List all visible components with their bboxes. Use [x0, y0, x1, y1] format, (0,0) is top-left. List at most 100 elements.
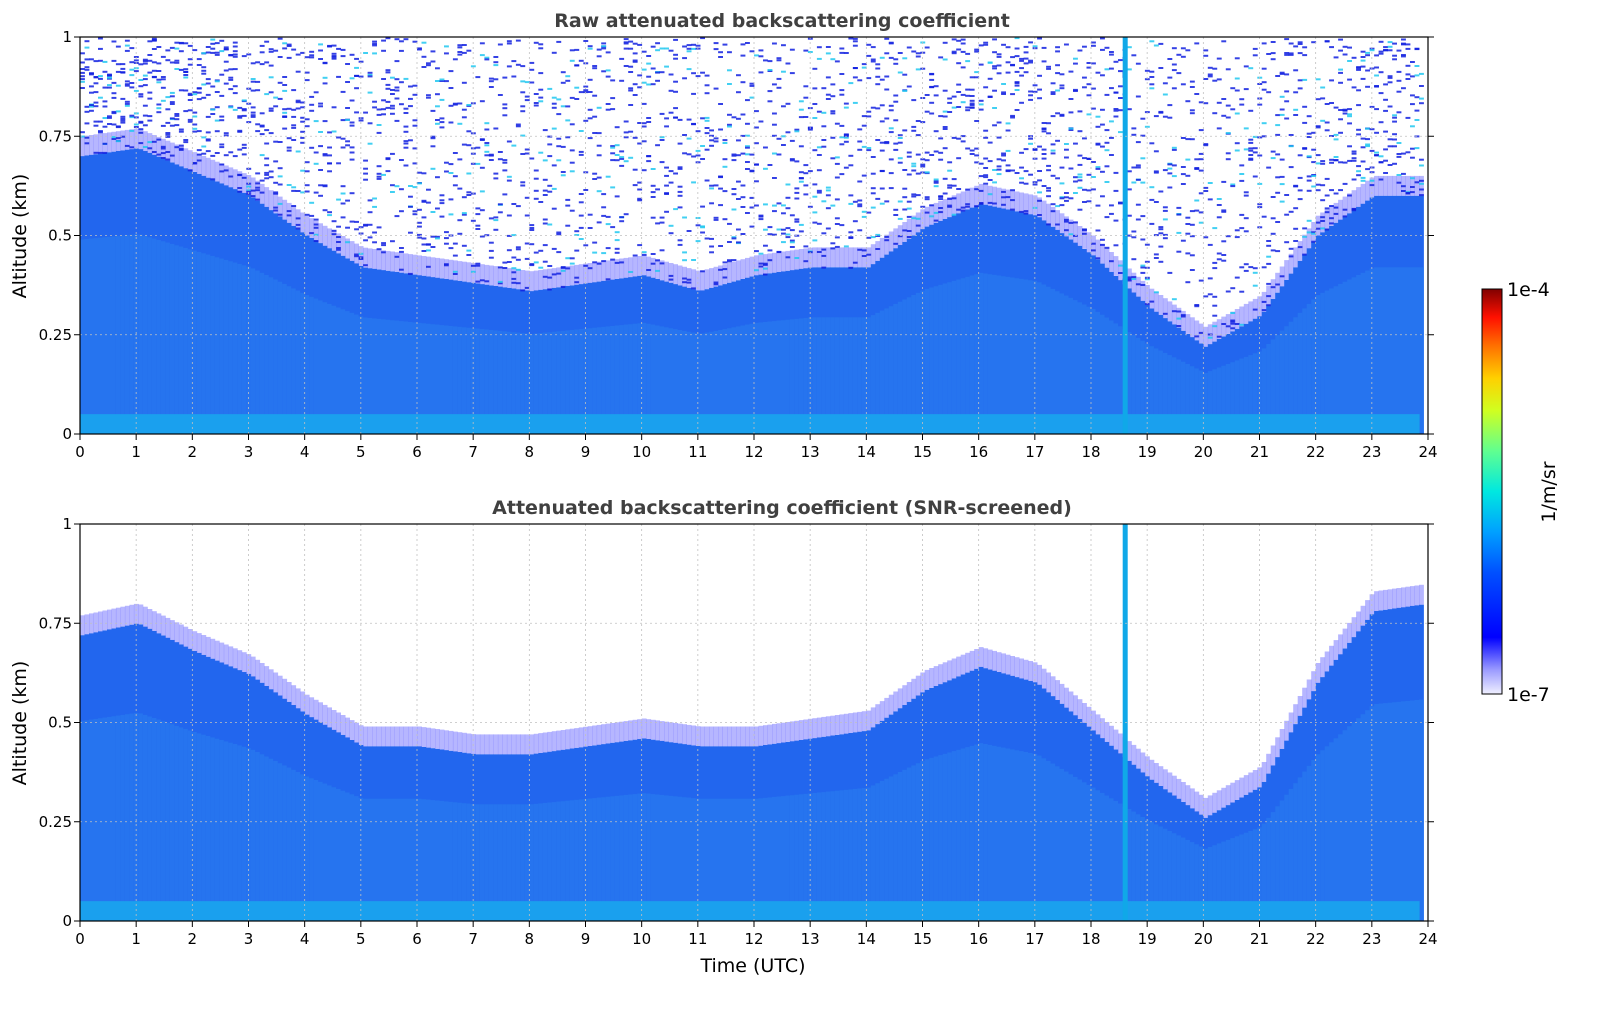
noise-speck — [605, 278, 611, 281]
aerosol-core — [385, 319, 391, 434]
noise-speck — [264, 164, 270, 167]
noise-speck — [457, 44, 463, 47]
noise-speck — [709, 187, 714, 190]
noise-speck — [205, 138, 211, 141]
transition-band — [408, 726, 413, 747]
transition-band — [1378, 590, 1384, 611]
noise-speck — [493, 228, 499, 231]
noise-speck — [1419, 164, 1424, 167]
noise-speck — [192, 130, 198, 133]
noise-speck — [1252, 175, 1258, 178]
noise-speck — [421, 199, 427, 202]
aerosol-core — [1014, 278, 1020, 434]
noise-speck — [704, 127, 710, 129]
transition-band — [277, 196, 283, 217]
noise-speck — [911, 193, 917, 196]
transition-band — [718, 265, 723, 286]
noise-speck — [551, 127, 557, 130]
aerosol-core — [493, 804, 499, 921]
x-tick-label: 9 — [581, 443, 591, 461]
noise-speck — [709, 184, 714, 187]
noise-speck — [349, 124, 355, 127]
aerosol-core — [1234, 360, 1240, 434]
noise-speck — [452, 270, 458, 273]
noise-speck — [673, 38, 678, 41]
noise-speck — [399, 40, 404, 43]
noise-speck — [574, 281, 580, 284]
noise-speck — [354, 74, 359, 77]
noise-speck — [1194, 167, 1200, 169]
transition-band — [911, 215, 917, 236]
noise-speck — [403, 146, 409, 149]
aerosol-core — [417, 322, 422, 434]
noise-speck — [1401, 54, 1406, 56]
noise-speck — [956, 106, 962, 108]
noise-speck — [875, 248, 881, 250]
noise-speck — [1055, 205, 1060, 208]
noise-speck — [551, 247, 557, 250]
noise-speck — [1212, 304, 1218, 307]
x-tick-label: 6 — [412, 443, 422, 461]
transition-band — [664, 721, 669, 742]
transition-band — [461, 732, 467, 753]
noise-speck — [84, 66, 90, 69]
transition-band — [439, 729, 445, 750]
noise-speck — [1405, 64, 1411, 67]
noise-speck — [776, 86, 782, 89]
noise-speck — [960, 38, 966, 41]
noise-speck — [749, 225, 755, 228]
aerosol-core — [542, 802, 548, 921]
noise-speck — [1198, 221, 1204, 224]
noise-speck — [291, 108, 297, 111]
noise-speck — [318, 145, 323, 148]
noise-speck — [169, 117, 175, 120]
noise-speck — [408, 105, 413, 108]
noise-speck — [704, 179, 710, 182]
noise-speck — [996, 64, 1002, 67]
noise-speck — [677, 194, 683, 197]
transition-band — [659, 721, 665, 741]
noise-speck — [232, 108, 238, 111]
aerosol-core — [268, 277, 274, 434]
noise-speck — [228, 78, 234, 81]
noise-speck — [277, 81, 283, 84]
aerosol-core — [1405, 700, 1411, 921]
noise-speck — [318, 43, 323, 46]
noise-speck — [1329, 217, 1334, 220]
noise-speck — [1149, 222, 1155, 225]
transition-band — [1189, 317, 1195, 338]
noise-speck — [596, 106, 602, 109]
noise-speck — [219, 146, 225, 149]
noise-speck — [942, 128, 948, 130]
noise-speck — [250, 80, 256, 83]
transition-band — [1419, 175, 1424, 196]
noise-speck — [394, 38, 400, 41]
noise-speck — [1252, 54, 1258, 57]
noise-speck — [322, 209, 328, 212]
noise-speck — [1167, 172, 1173, 175]
noise-speck — [1167, 58, 1173, 60]
noise-speck — [1225, 152, 1231, 155]
noise-speck — [1140, 271, 1146, 274]
transition-band — [1135, 748, 1141, 769]
noise-speck — [376, 131, 382, 134]
transition-band — [1023, 659, 1029, 680]
transition-band — [1014, 191, 1020, 212]
aerosol-core — [381, 798, 386, 921]
noise-speck — [1279, 72, 1285, 75]
transition-band — [1140, 752, 1146, 773]
aerosol-core — [488, 330, 494, 434]
noise-speck — [587, 227, 593, 229]
transition-band — [282, 199, 288, 220]
transition-band — [1243, 775, 1249, 795]
transition-band — [107, 609, 112, 630]
noise-speck — [740, 43, 746, 46]
noise-speck — [870, 236, 876, 239]
noise-speck — [628, 47, 634, 50]
transition-band — [304, 694, 310, 715]
noise-speck — [381, 113, 386, 116]
noise-speck — [821, 266, 827, 269]
noise-speck — [749, 50, 755, 53]
noise-speck — [232, 53, 238, 56]
noise-speck — [1297, 41, 1303, 44]
